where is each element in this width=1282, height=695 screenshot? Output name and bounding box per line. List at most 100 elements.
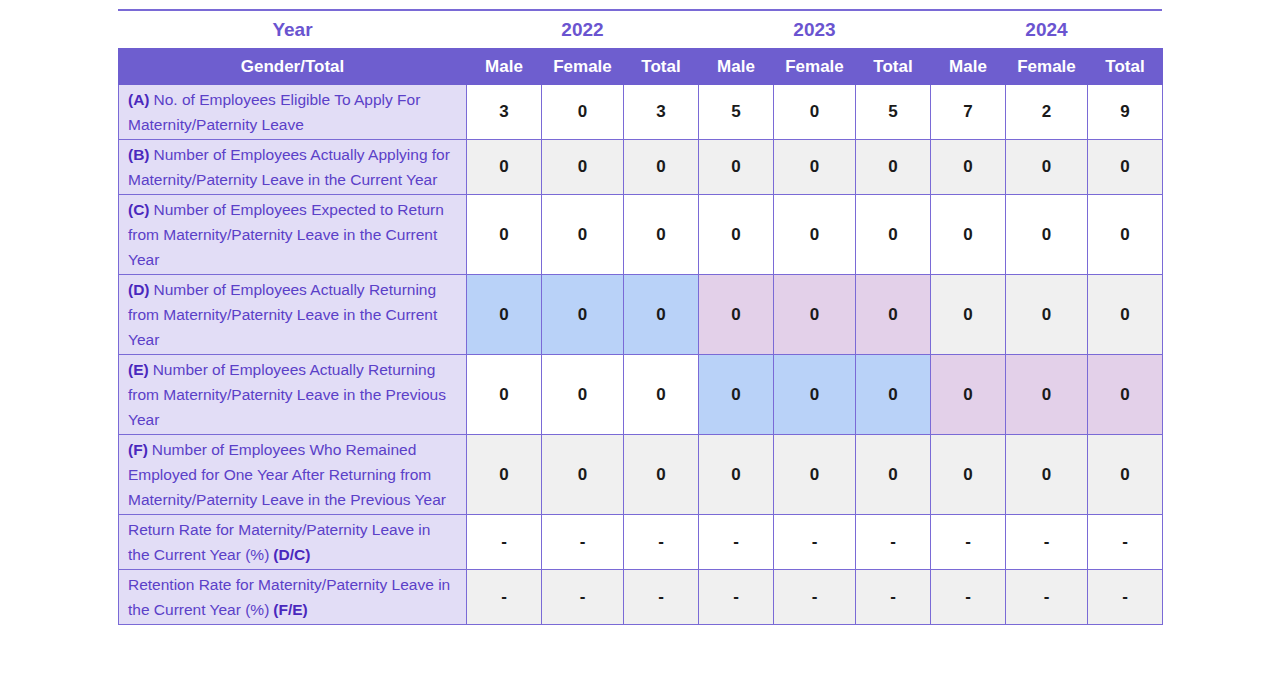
year-header-row: Year 2022 2023 2024 <box>119 11 1163 49</box>
value-cell: 0 <box>1088 140 1163 195</box>
value-cell: - <box>467 570 542 625</box>
leave-statistics-table: Year 2022 2023 2024 Gender/Total Male Fe… <box>118 11 1163 625</box>
row-label-suffix: (F/E) <box>273 601 307 618</box>
row-label: (F)Number of Employees Who Remained Empl… <box>119 435 467 515</box>
row-label: (E)Number of Employees Actually Returnin… <box>119 355 467 435</box>
value-cell: 0 <box>856 140 931 195</box>
year-header-2022: 2022 <box>467 11 699 49</box>
row-label: (B)Number of Employees Actually Applying… <box>119 140 467 195</box>
value-cell: 0 <box>467 195 542 275</box>
value-cell: 0 <box>1006 435 1088 515</box>
row-label-text: Number of Employees Actually Returning f… <box>128 281 437 348</box>
year-corner-label: Year <box>119 11 467 49</box>
value-cell: - <box>1006 570 1088 625</box>
value-cell: - <box>467 515 542 570</box>
value-cell: 0 <box>624 195 699 275</box>
column-header-total-2024: Total <box>1088 49 1163 85</box>
table-row: (C)Number of Employees Expected to Retur… <box>119 195 1163 275</box>
column-header-total-2022: Total <box>624 49 699 85</box>
value-cell: 0 <box>774 85 856 140</box>
value-cell: - <box>931 515 1006 570</box>
value-cell: - <box>542 515 624 570</box>
table-row: (E)Number of Employees Actually Returnin… <box>119 355 1163 435</box>
row-label: Retention Rate for Maternity/Paternity L… <box>119 570 467 625</box>
row-label-prefix: (B) <box>128 146 150 163</box>
value-cell: 3 <box>467 85 542 140</box>
row-label: (D)Number of Employees Actually Returnin… <box>119 275 467 355</box>
row-label: Return Rate for Maternity/Paternity Leav… <box>119 515 467 570</box>
value-cell: 3 <box>624 85 699 140</box>
value-cell: 0 <box>542 140 624 195</box>
value-cell: - <box>1088 570 1163 625</box>
row-label-text: Number of Employees Actually Applying fo… <box>128 146 450 188</box>
value-cell: 7 <box>931 85 1006 140</box>
table-body: (A)No. of Employees Eligible To Apply Fo… <box>119 85 1163 625</box>
value-cell: 0 <box>624 275 699 355</box>
value-cell: 0 <box>699 140 774 195</box>
value-cell: - <box>856 570 931 625</box>
value-cell: 0 <box>542 85 624 140</box>
value-cell: 0 <box>542 275 624 355</box>
value-cell: 0 <box>699 275 774 355</box>
row-label: (C)Number of Employees Expected to Retur… <box>119 195 467 275</box>
year-header-2023: 2023 <box>699 11 931 49</box>
table-row: Retention Rate for Maternity/Paternity L… <box>119 570 1163 625</box>
value-cell: 0 <box>774 140 856 195</box>
leave-statistics-table-wrap: Year 2022 2023 2024 Gender/Total Male Fe… <box>118 9 1162 625</box>
value-cell: 0 <box>1006 275 1088 355</box>
gender-header-row: Gender/Total Male Female Total Male Fema… <box>119 49 1163 85</box>
value-cell: - <box>624 515 699 570</box>
column-header-female-2022: Female <box>542 49 624 85</box>
value-cell: - <box>542 570 624 625</box>
row-label-suffix: (D/C) <box>273 546 310 563</box>
value-cell: - <box>774 570 856 625</box>
value-cell: 0 <box>774 195 856 275</box>
value-cell: 0 <box>931 275 1006 355</box>
row-label: (A)No. of Employees Eligible To Apply Fo… <box>119 85 467 140</box>
row-label-text: Number of Employees Actually Returning f… <box>128 361 446 428</box>
table-row: (A)No. of Employees Eligible To Apply Fo… <box>119 85 1163 140</box>
value-cell: - <box>699 570 774 625</box>
value-cell: 0 <box>699 195 774 275</box>
value-cell: 0 <box>542 195 624 275</box>
table-row: (D)Number of Employees Actually Returnin… <box>119 275 1163 355</box>
row-label-prefix: (E) <box>128 361 149 378</box>
value-cell: - <box>699 515 774 570</box>
value-cell: 5 <box>856 85 931 140</box>
row-label-prefix: (D) <box>128 281 150 298</box>
value-cell: 0 <box>931 435 1006 515</box>
value-cell: 0 <box>467 275 542 355</box>
value-cell: 0 <box>1006 195 1088 275</box>
table-row: Return Rate for Maternity/Paternity Leav… <box>119 515 1163 570</box>
value-cell: 0 <box>1088 275 1163 355</box>
value-cell: - <box>624 570 699 625</box>
value-cell: 0 <box>856 435 931 515</box>
value-cell: 9 <box>1088 85 1163 140</box>
value-cell: - <box>1088 515 1163 570</box>
column-header-male-2024: Male <box>931 49 1006 85</box>
value-cell: 0 <box>624 435 699 515</box>
value-cell: 0 <box>1088 355 1163 435</box>
table-row: (B)Number of Employees Actually Applying… <box>119 140 1163 195</box>
value-cell: 0 <box>467 140 542 195</box>
value-cell: 0 <box>542 355 624 435</box>
value-cell: 0 <box>624 140 699 195</box>
value-cell: 5 <box>699 85 774 140</box>
column-header-male-2022: Male <box>467 49 542 85</box>
row-label-prefix: (C) <box>128 201 150 218</box>
column-header-male-2023: Male <box>699 49 774 85</box>
value-cell: 0 <box>699 435 774 515</box>
year-header-2024: 2024 <box>931 11 1163 49</box>
row-label-text: Number of Employees Who Remained Employe… <box>128 441 446 508</box>
value-cell: 2 <box>1006 85 1088 140</box>
value-cell: 0 <box>624 355 699 435</box>
table-row: (F)Number of Employees Who Remained Empl… <box>119 435 1163 515</box>
value-cell: - <box>774 515 856 570</box>
value-cell: 0 <box>774 275 856 355</box>
gender-corner-label: Gender/Total <box>119 49 467 85</box>
value-cell: - <box>931 570 1006 625</box>
value-cell: 0 <box>542 435 624 515</box>
value-cell: 0 <box>856 355 931 435</box>
value-cell: 0 <box>774 435 856 515</box>
value-cell: 0 <box>1088 435 1163 515</box>
